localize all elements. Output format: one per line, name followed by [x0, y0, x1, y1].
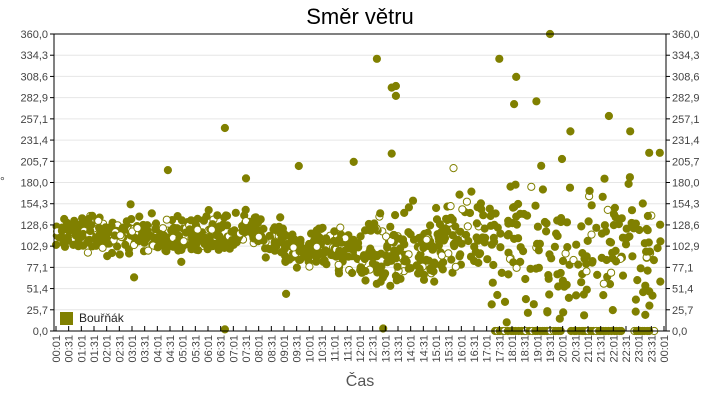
x-tick-label: 18:01 — [507, 335, 519, 363]
y-tick-label: 180,0 — [20, 178, 48, 190]
y-tick-label: 128,6 — [672, 220, 700, 232]
y-tick-label: 308,6 — [672, 71, 700, 83]
y-tick-label: 205,7 — [20, 156, 48, 168]
y-tick-label: 25,7 — [27, 305, 48, 317]
y-tick-label: 51,4 — [27, 284, 48, 296]
y-axis-left-ticks: 0,0 25,7 51,4 77,1 102,9 128,6 154,3 180,0 205,7… — [20, 29, 54, 338]
x-tick-label: 21:01 — [583, 335, 595, 363]
x-tick-label: 01:31 — [89, 335, 101, 363]
x-tick-label: 04:31 — [165, 335, 177, 363]
y-tick-label: 360,0 — [672, 29, 700, 41]
y-tick-label: 102,9 — [672, 241, 700, 253]
x-tick-label: 21:31 — [596, 335, 608, 363]
x-tick-label: 12:31 — [368, 335, 380, 363]
y-tick-label: 77,1 — [672, 262, 693, 274]
x-tick-label: 07:01 — [228, 335, 240, 363]
y-tick-label: 102,9 — [20, 241, 48, 253]
x-tick-label: 15:31 — [444, 335, 456, 363]
x-tick-label: 07:31 — [241, 335, 253, 363]
x-tick-label: 08:01 — [254, 335, 266, 363]
y-tick-label: 128,6 — [20, 220, 48, 232]
y-tick-label: 154,3 — [672, 199, 700, 211]
y-tick-label: 154,3 — [20, 199, 48, 211]
y-tick-label: 282,9 — [672, 93, 700, 105]
x-tick-label: 19:01 — [532, 335, 544, 363]
x-tick-label: 23:01 — [634, 335, 646, 363]
x-tick-label: 13:01 — [380, 335, 392, 363]
y-tick-label: 77,1 — [27, 262, 48, 274]
y-tick-label: 257,1 — [20, 114, 48, 126]
x-tick-label: 05:01 — [178, 335, 190, 363]
x-tick-label: 08:31 — [266, 335, 278, 363]
x-tick-label: 03:31 — [140, 335, 152, 363]
x-tick-label: 11:01 — [330, 335, 342, 362]
x-tick-label: 06:31 — [216, 335, 228, 363]
x-tick-label: 06:01 — [203, 335, 215, 363]
y-tick-label: 282,9 — [20, 93, 48, 105]
x-tick-label: 18:31 — [520, 335, 532, 363]
chart-title: Směr větru — [306, 4, 414, 29]
y-tick-label: 308,6 — [20, 71, 48, 83]
x-tick-label: 09:01 — [279, 335, 291, 363]
y-axis-right-ticks: 0,0 25,7 51,4 77,1 102,9 128,6 154,3 180,0 205,7… — [666, 29, 700, 338]
x-tick-label: 16:01 — [456, 335, 468, 363]
x-tick-label: 15:01 — [431, 335, 443, 363]
x-tick-label: 12:01 — [355, 335, 367, 363]
x-tick-label: 05:31 — [190, 335, 202, 363]
y-tick-label: 180,0 — [672, 178, 700, 190]
y-tick-label: 51,4 — [672, 284, 693, 296]
y-tick-label: 0,0 — [33, 326, 48, 338]
x-tick-label: 19:31 — [545, 335, 557, 363]
y-tick-label: 205,7 — [672, 156, 700, 168]
x-tick-label: 02:01 — [102, 335, 114, 363]
x-tick-label: 17:01 — [482, 335, 494, 363]
x-tick-label: 00:31 — [64, 335, 76, 363]
y-tick-label: 334,3 — [20, 50, 48, 62]
y-tick-label: 334,3 — [672, 50, 700, 62]
x-tick-label: 03:01 — [127, 335, 139, 363]
legend-label: Bouřňák — [79, 311, 124, 325]
x-tick-label: 13:31 — [393, 335, 405, 363]
x-tick-label: 02:31 — [114, 335, 126, 363]
y-tick-label: 231,4 — [672, 135, 700, 147]
legend-swatch-icon — [60, 311, 73, 325]
x-tick-label: 14:31 — [418, 335, 430, 363]
y-tick-label: 25,7 — [672, 305, 693, 317]
x-tick-label: 23:31 — [646, 335, 658, 363]
x-tick-label: 16:31 — [469, 335, 481, 363]
y-tick-label: 360,0 — [20, 29, 48, 41]
x-tick-label: 10:01 — [304, 335, 316, 363]
y-tick-label: 257,1 — [672, 114, 700, 126]
x-tick-label: 22:31 — [621, 335, 633, 363]
x-axis-label: Čas — [345, 373, 375, 390]
x-tick-label: 14:01 — [406, 335, 418, 363]
y-tick-label: 0,0 — [672, 326, 687, 338]
x-tick-label: 10:31 — [317, 335, 329, 363]
y-tick-label: 231,4 — [20, 135, 48, 147]
y-axis-label: ° — [0, 174, 5, 188]
legend: Bouřňák — [60, 311, 124, 325]
x-tick-label: 20:31 — [570, 335, 582, 363]
x-tick-label: 00:01 — [51, 335, 63, 363]
x-tick-label: 01:01 — [76, 335, 88, 363]
x-tick-label: 17:31 — [494, 335, 506, 363]
x-axis-ticks: 00:01 00:31 01:01 01:31 02:01 02:31 03:01 03:31… — [51, 326, 671, 363]
x-tick-label: 22:01 — [608, 335, 620, 363]
x-tick-label: 04:01 — [152, 335, 164, 363]
x-tick-label: 00:01 — [659, 335, 671, 363]
x-tick-label: 11:31 — [342, 335, 354, 362]
x-tick-label: 09:31 — [292, 335, 304, 363]
x-tick-label: 20:01 — [558, 335, 570, 363]
